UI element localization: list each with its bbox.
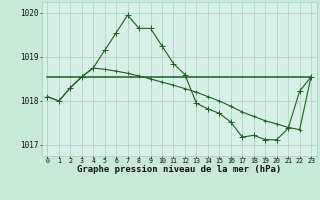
X-axis label: Graphe pression niveau de la mer (hPa): Graphe pression niveau de la mer (hPa) — [77, 165, 281, 174]
